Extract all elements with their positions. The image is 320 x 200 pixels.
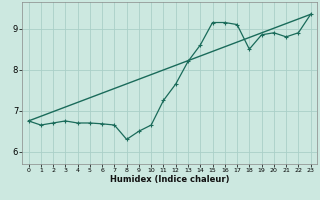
- X-axis label: Humidex (Indice chaleur): Humidex (Indice chaleur): [110, 175, 229, 184]
